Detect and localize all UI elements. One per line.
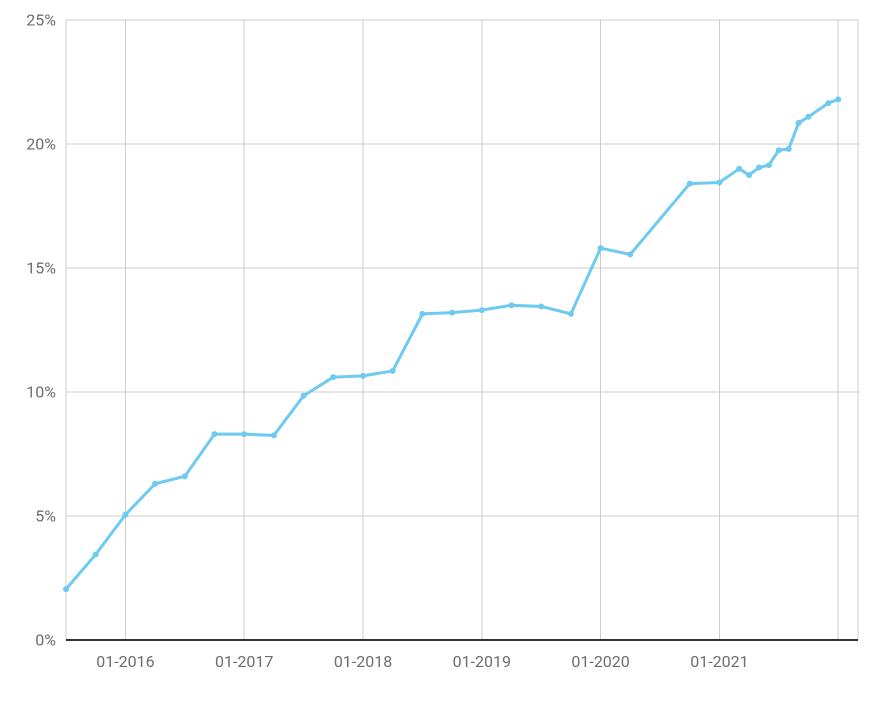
data-point bbox=[776, 147, 782, 153]
data-point bbox=[93, 551, 99, 557]
x-axis-label: 01-2018 bbox=[334, 652, 392, 671]
data-point bbox=[766, 162, 772, 168]
data-point bbox=[598, 245, 604, 251]
y-axis-label: 15% bbox=[26, 259, 56, 278]
data-point bbox=[301, 393, 307, 399]
y-axis-label: 20% bbox=[26, 135, 56, 154]
data-point bbox=[736, 166, 742, 172]
data-point bbox=[122, 512, 128, 518]
data-point bbox=[360, 373, 366, 379]
data-point bbox=[330, 374, 336, 380]
data-point bbox=[796, 120, 802, 126]
data-point bbox=[835, 96, 841, 102]
x-axis-label: 01-2020 bbox=[571, 652, 629, 671]
data-point bbox=[627, 251, 633, 257]
data-point bbox=[825, 100, 831, 106]
x-axis-label: 01-2016 bbox=[96, 652, 154, 671]
data-point bbox=[538, 303, 544, 309]
data-point bbox=[182, 473, 188, 479]
data-point bbox=[212, 431, 218, 437]
data-point bbox=[756, 165, 762, 171]
y-axis-label: 0% bbox=[35, 631, 56, 650]
data-point bbox=[479, 307, 485, 313]
data-point bbox=[746, 172, 752, 178]
data-point bbox=[568, 311, 574, 317]
data-point bbox=[687, 181, 693, 187]
y-axis-label: 10% bbox=[26, 383, 56, 402]
data-point bbox=[419, 311, 425, 317]
x-axis-label: 01-2021 bbox=[690, 652, 748, 671]
data-point bbox=[449, 310, 455, 316]
data-point bbox=[241, 431, 247, 437]
data-point bbox=[509, 302, 515, 308]
chart-svg bbox=[0, 0, 878, 706]
data-point bbox=[63, 586, 69, 592]
line-chart: 0% 5% 10% 15% 20% 25% 01-2016 01-2017 01-2018 01-… bbox=[0, 0, 878, 706]
data-point bbox=[390, 368, 396, 374]
data-point bbox=[806, 114, 812, 120]
x-axis-label: 01-2017 bbox=[215, 652, 273, 671]
data-point bbox=[152, 481, 158, 487]
data-point bbox=[716, 179, 722, 185]
data-point bbox=[271, 432, 277, 438]
x-axis-label: 01-2019 bbox=[453, 652, 511, 671]
y-axis-label: 25% bbox=[26, 11, 56, 30]
data-point bbox=[786, 146, 792, 152]
y-axis-label: 5% bbox=[35, 507, 56, 526]
